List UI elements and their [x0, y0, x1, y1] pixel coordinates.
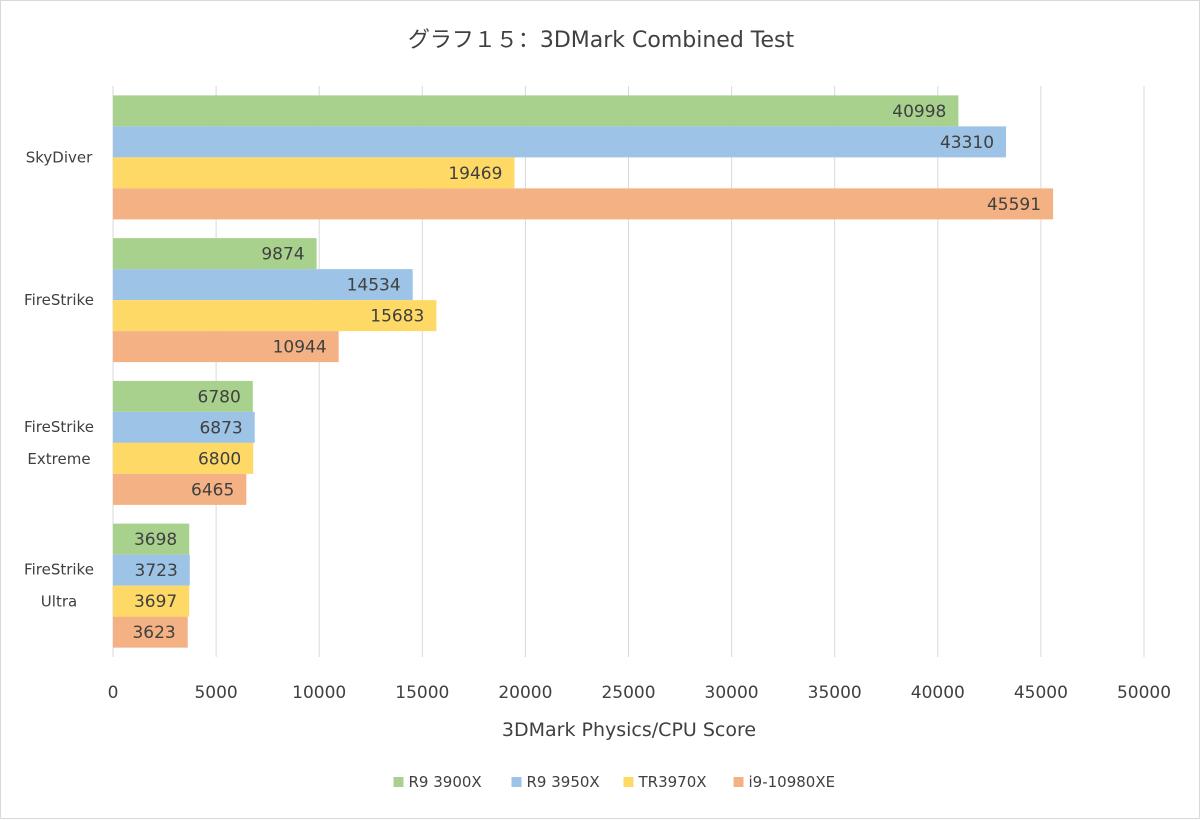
- x-tick-label: 30000: [705, 683, 759, 703]
- x-tick-label: 5000: [194, 683, 237, 703]
- x-axis-title: 3DMark Physics/CPU Score: [502, 719, 756, 741]
- data-label: 19469: [448, 164, 502, 184]
- x-tick-label: 20000: [498, 683, 552, 703]
- x-tick-label: 40000: [911, 683, 965, 703]
- data-label: 14534: [347, 276, 401, 296]
- y-axis-categories: SkyDiver FireStrike FireStrike Extreme FireS…: [24, 148, 94, 610]
- category-label: Ultra: [41, 593, 77, 611]
- bar: [113, 473, 247, 505]
- data-label: 6873: [199, 418, 242, 438]
- legend-swatch: [623, 777, 634, 787]
- bar: [113, 269, 413, 301]
- data-labels: 40998 43310 19469 45591 9874 14534 15683 10944 6…: [132, 102, 1041, 643]
- chart-title: グラフ１５：3DMark Combined Test: [408, 28, 795, 53]
- category-label: FireStrike: [24, 291, 94, 309]
- data-label: 3723: [135, 561, 178, 581]
- x-tick-label: 25000: [601, 683, 655, 703]
- bar: [113, 554, 190, 586]
- data-label: 6465: [191, 480, 234, 500]
- legend-swatch: [511, 777, 522, 787]
- data-label: 45591: [987, 195, 1041, 215]
- x-tick-label: 35000: [808, 683, 862, 703]
- bar: [113, 585, 190, 617]
- category-label: Extreme: [27, 450, 90, 468]
- bar: [113, 442, 254, 474]
- x-tick-label: 50000: [1117, 683, 1171, 703]
- x-tick-label: 45000: [1014, 683, 1068, 703]
- data-label: 3697: [134, 592, 177, 612]
- bar: [113, 126, 1007, 158]
- bar: [113, 411, 255, 443]
- legend-label: TR3970X: [638, 773, 707, 791]
- legend-swatch: [733, 777, 744, 787]
- bar: [113, 616, 188, 648]
- bar: [113, 238, 317, 270]
- bar: [113, 523, 190, 555]
- legend-label: R9 3900X: [409, 773, 482, 791]
- legend-swatch: [393, 777, 404, 787]
- data-label: 3698: [134, 530, 177, 550]
- data-label: 6780: [198, 387, 241, 407]
- data-label: 6800: [198, 449, 241, 469]
- data-label: 15683: [370, 307, 424, 327]
- bar: [113, 95, 959, 127]
- category-label: FireStrike: [24, 418, 94, 436]
- legend-label: i9-10980XE: [749, 773, 836, 791]
- data-label: 9874: [261, 245, 304, 265]
- bar: [113, 188, 1054, 220]
- bar: [113, 300, 437, 332]
- bar: [113, 331, 339, 363]
- legend-label: R9 3950X: [527, 773, 600, 791]
- data-label: 40998: [892, 102, 946, 122]
- data-label: 43310: [940, 133, 994, 153]
- category-label: SkyDiver: [26, 148, 93, 166]
- legend: R9 3900X R9 3950X TR3970X i9-10980XE: [393, 773, 836, 791]
- data-label: 10944: [273, 338, 327, 358]
- bar: [113, 157, 515, 189]
- data-label: 3623: [132, 623, 175, 643]
- x-tick-label: 10000: [292, 683, 346, 703]
- bar: [113, 380, 253, 412]
- x-axis-ticks: 0 5000 10000 15000 20000 25000 30000 35000 40000…: [108, 683, 1171, 703]
- x-tick-label: 0: [108, 683, 119, 703]
- bars: [113, 95, 1054, 648]
- category-label: FireStrike: [24, 561, 94, 579]
- x-tick-label: 15000: [395, 683, 449, 703]
